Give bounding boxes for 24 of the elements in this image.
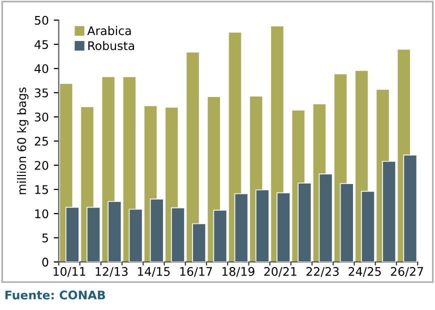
x-tick-label: 26/27 bbox=[390, 267, 424, 277]
x-tick-label: 18/19 bbox=[222, 267, 254, 277]
x-tick-label: 24/25 bbox=[348, 267, 381, 277]
y-tick-label: 45 bbox=[34, 40, 48, 49]
x-tick-label: 14/15 bbox=[138, 267, 170, 277]
x-tick-label: 22/23 bbox=[306, 267, 339, 277]
y-tick-label: 50 bbox=[34, 16, 48, 25]
y-axis-title: million 60 kg bags bbox=[17, 87, 28, 194]
y-tick-label: 10 bbox=[35, 209, 48, 218]
legend-label: Robusta bbox=[88, 41, 134, 50]
y-tick-label: 30 bbox=[34, 112, 48, 122]
y-tick-label: 20 bbox=[34, 160, 48, 170]
legend-label: Arabica bbox=[87, 26, 131, 36]
x-tick-label: 20/21 bbox=[264, 267, 296, 277]
x-tick-label: 10/11 bbox=[54, 267, 86, 277]
y-tick-label: 15 bbox=[35, 185, 48, 194]
x-tick-label: 12/13 bbox=[96, 267, 128, 277]
y-tick-label: 5 bbox=[42, 234, 48, 242]
x-tick-label: 16/17 bbox=[180, 267, 212, 277]
y-tick-label: 35 bbox=[34, 88, 48, 98]
y-tick-label: 40 bbox=[34, 64, 48, 74]
y-tick-label: 25 bbox=[34, 136, 48, 146]
y-tick-label: 0 bbox=[42, 258, 48, 267]
source-note: Fuente: CONAB bbox=[5, 290, 106, 300]
